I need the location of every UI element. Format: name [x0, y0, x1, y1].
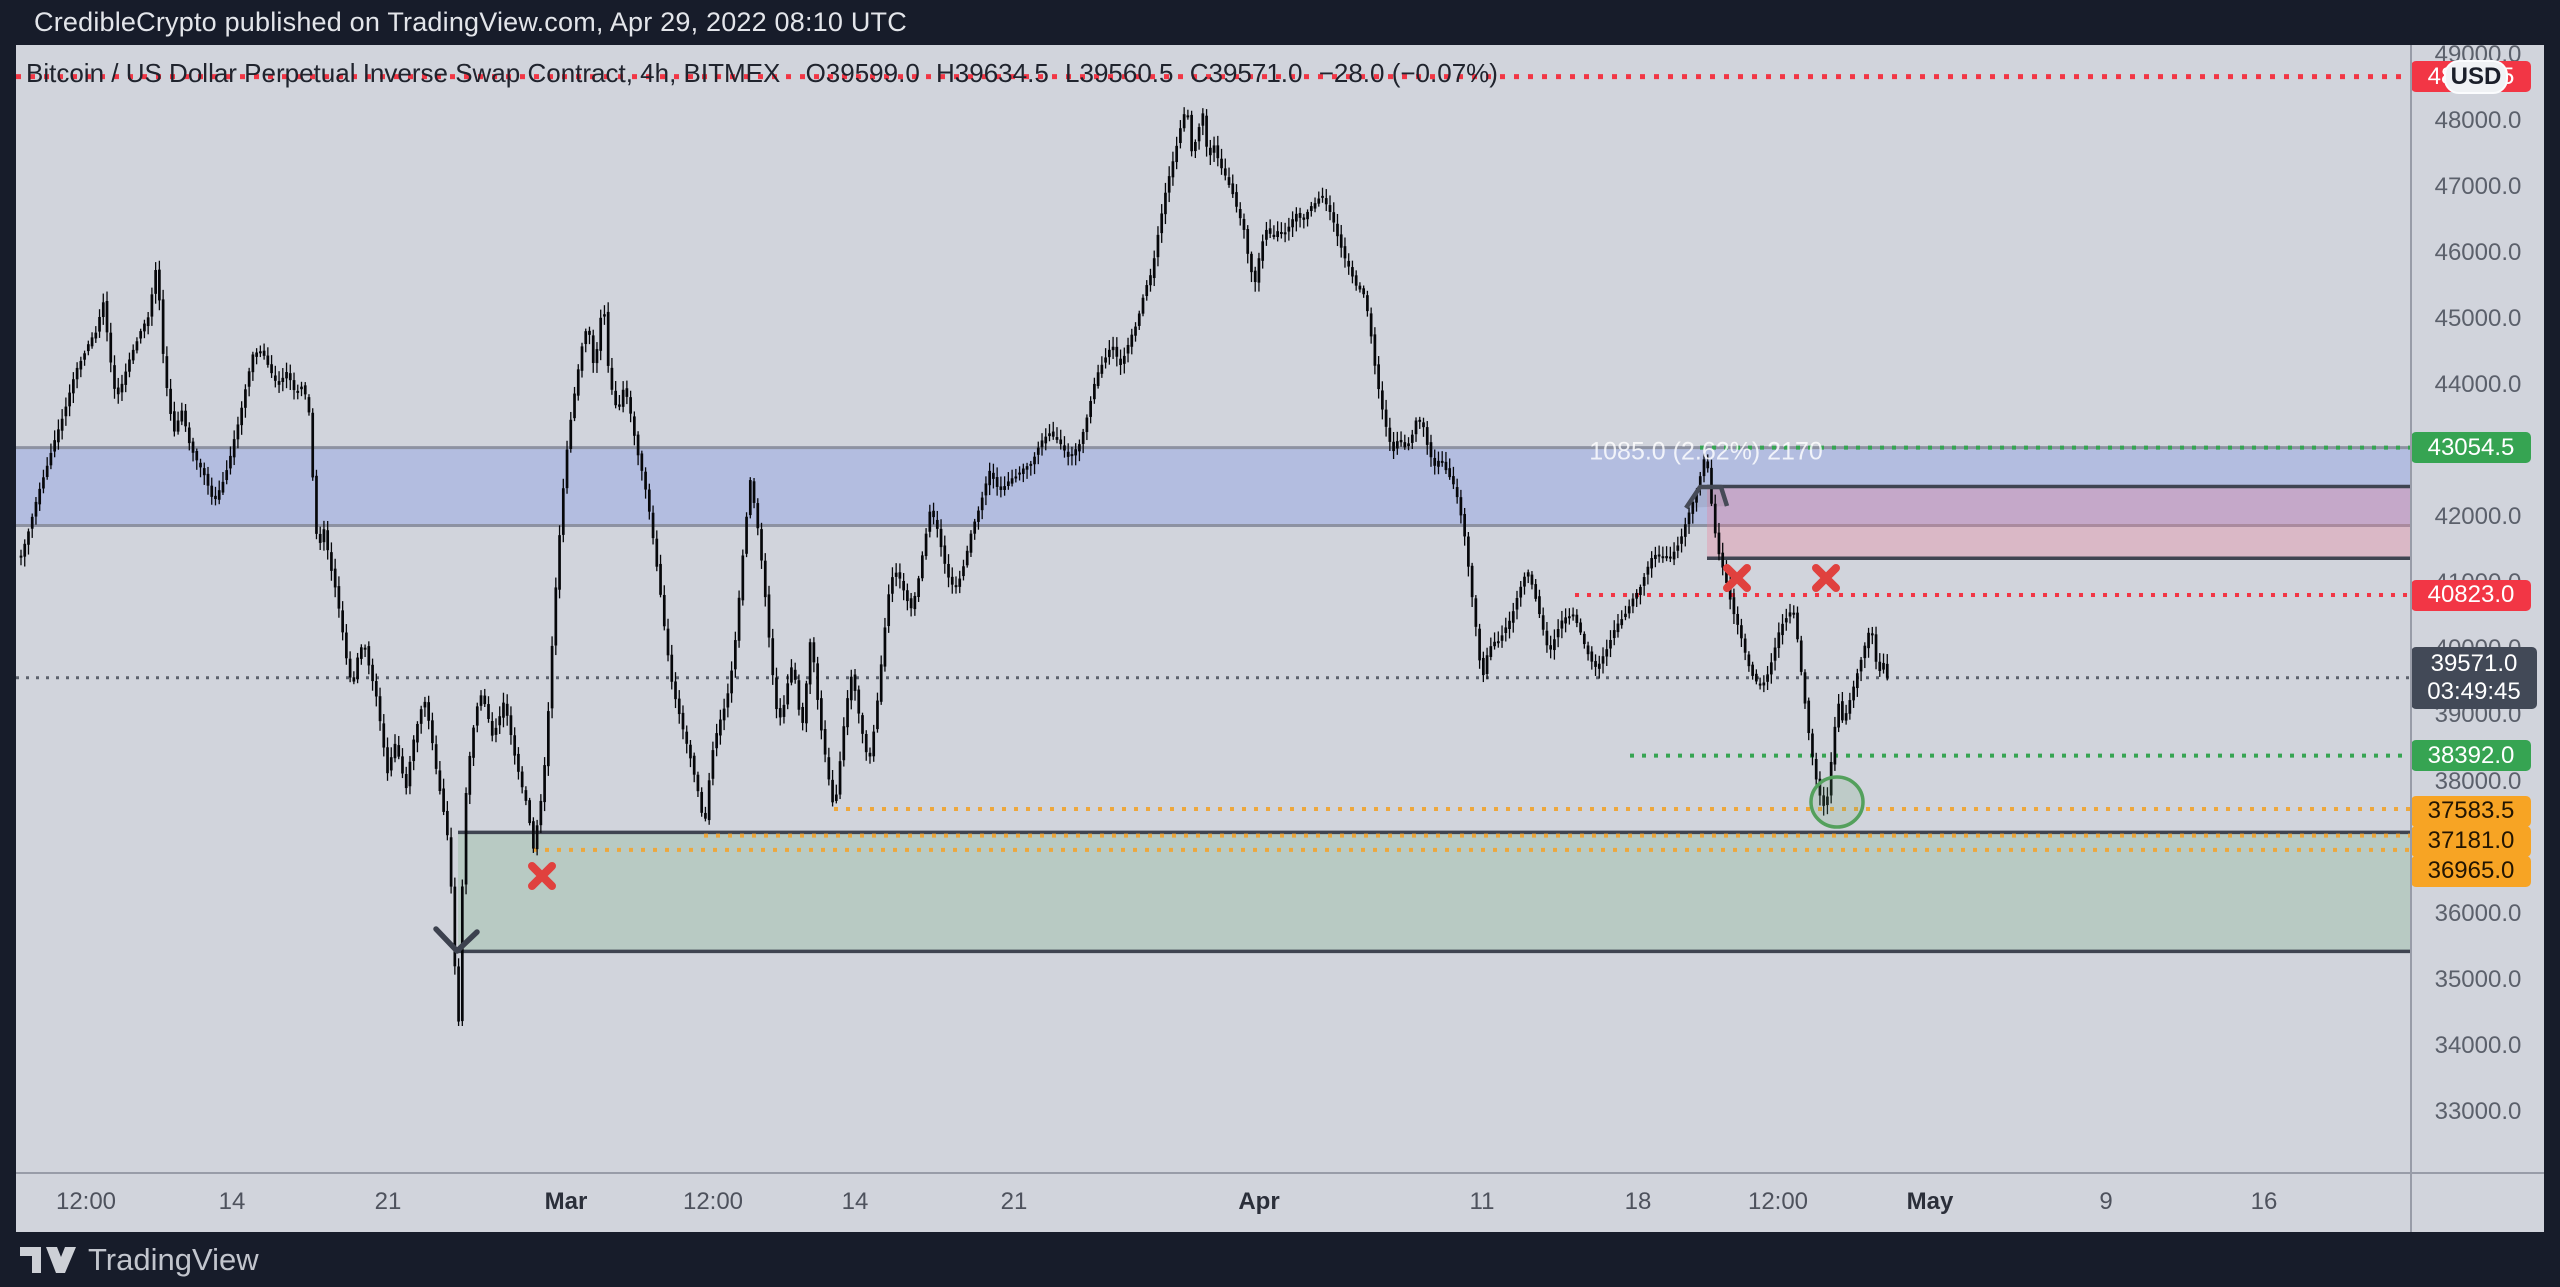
price-label-43054.5: 43054.5	[2411, 432, 2531, 464]
snapshot-footer: TradingView	[0, 1232, 2560, 1287]
price-label-37583.5: 37583.5	[2411, 795, 2531, 827]
invalidated-x-mark-2	[1723, 564, 1751, 592]
price-tick-38000: 38000.0	[2434, 767, 2522, 795]
time-tick-14: 14	[218, 1188, 246, 1215]
invalidated-x-mark-3	[1812, 564, 1840, 592]
price-label-40823.0: 40823.0	[2411, 579, 2531, 611]
low-checkmark-drawing	[433, 926, 480, 954]
pink-supply-zone	[1707, 486, 2410, 559]
time-tick-12:00: 12:00	[682, 1188, 744, 1215]
price-tick-35000: 35000.0	[2434, 965, 2522, 993]
invalidated-x-mark-1	[528, 862, 556, 890]
time-tick-21: 21	[1000, 1188, 1028, 1215]
tradingview-logo-icon[interactable]	[20, 1246, 76, 1273]
time-tick-21: 21	[374, 1188, 402, 1215]
tradingview-brand-text[interactable]: TradingView	[88, 1241, 259, 1277]
time-tick-11: 11	[1469, 1188, 1495, 1215]
price-label-37181.0: 37181.0	[2411, 825, 2531, 857]
price-axis-border	[2410, 45, 2412, 1232]
retest-highlight-circle	[1809, 775, 1865, 829]
price-tick-48000: 48000.0	[2434, 106, 2522, 134]
time-axis-border	[16, 1172, 2544, 1174]
time-tick-16: 16	[2250, 1188, 2278, 1215]
price-tick-45000: 45000.0	[2434, 305, 2522, 333]
price-label-39571.0: 39571.0 03:49:45	[2411, 646, 2537, 709]
price-tick-34000: 34000.0	[2434, 1031, 2522, 1059]
currency-toggle-button[interactable]: USD	[2444, 60, 2508, 94]
time-tick-18: 18	[1624, 1188, 1652, 1215]
time-tick-9: 9	[2099, 1188, 2113, 1215]
price-tick-46000: 46000.0	[2434, 238, 2522, 266]
time-tick-May: May	[1906, 1188, 1954, 1215]
price-tick-44000: 44000.0	[2434, 371, 2522, 399]
price-label-36965.0: 36965.0	[2411, 855, 2531, 887]
price-tick-36000: 36000.0	[2434, 899, 2522, 927]
price-tick-47000: 47000.0	[2434, 172, 2522, 200]
last-price-value: 39571.0	[2430, 649, 2518, 677]
time-tick-Mar: Mar	[544, 1188, 588, 1215]
currency-toggle-label: USD	[2450, 63, 2502, 90]
time-scale[interactable]: 12:00 14 21 Mar 12:00 14 21 Apr 11 18 12:00 May 9 16	[16, 1174, 2410, 1232]
price-scale[interactable]: 49000.0 48000.0 47000.0 46000.0 45000.0 44000…	[2411, 41, 2544, 1172]
candlestick-series	[19, 107, 1889, 1026]
time-tick-14: 14	[841, 1188, 869, 1215]
swing-high-pennant-drawing	[1684, 484, 1730, 510]
bar-countdown-timer: 03:49:45	[2427, 677, 2521, 705]
time-tick-12:00: 12:00	[55, 1188, 117, 1215]
chart-surface	[16, 45, 2544, 1232]
price-tick-42000: 42000.0	[2434, 503, 2522, 531]
snapshot-header: CredibleCrypto published on TradingView.…	[0, 0, 2560, 45]
time-tick-Apr: Apr	[1238, 1188, 1280, 1215]
time-tick-12:00: 12:00	[1747, 1188, 1809, 1215]
price-label-38392.0: 38392.0	[2411, 740, 2531, 772]
green-demand-zone	[458, 832, 2410, 952]
price-tick-33000: 33000.0	[2434, 1097, 2522, 1125]
snapshot-header-text: CredibleCrypto published on TradingView.…	[34, 7, 907, 37]
